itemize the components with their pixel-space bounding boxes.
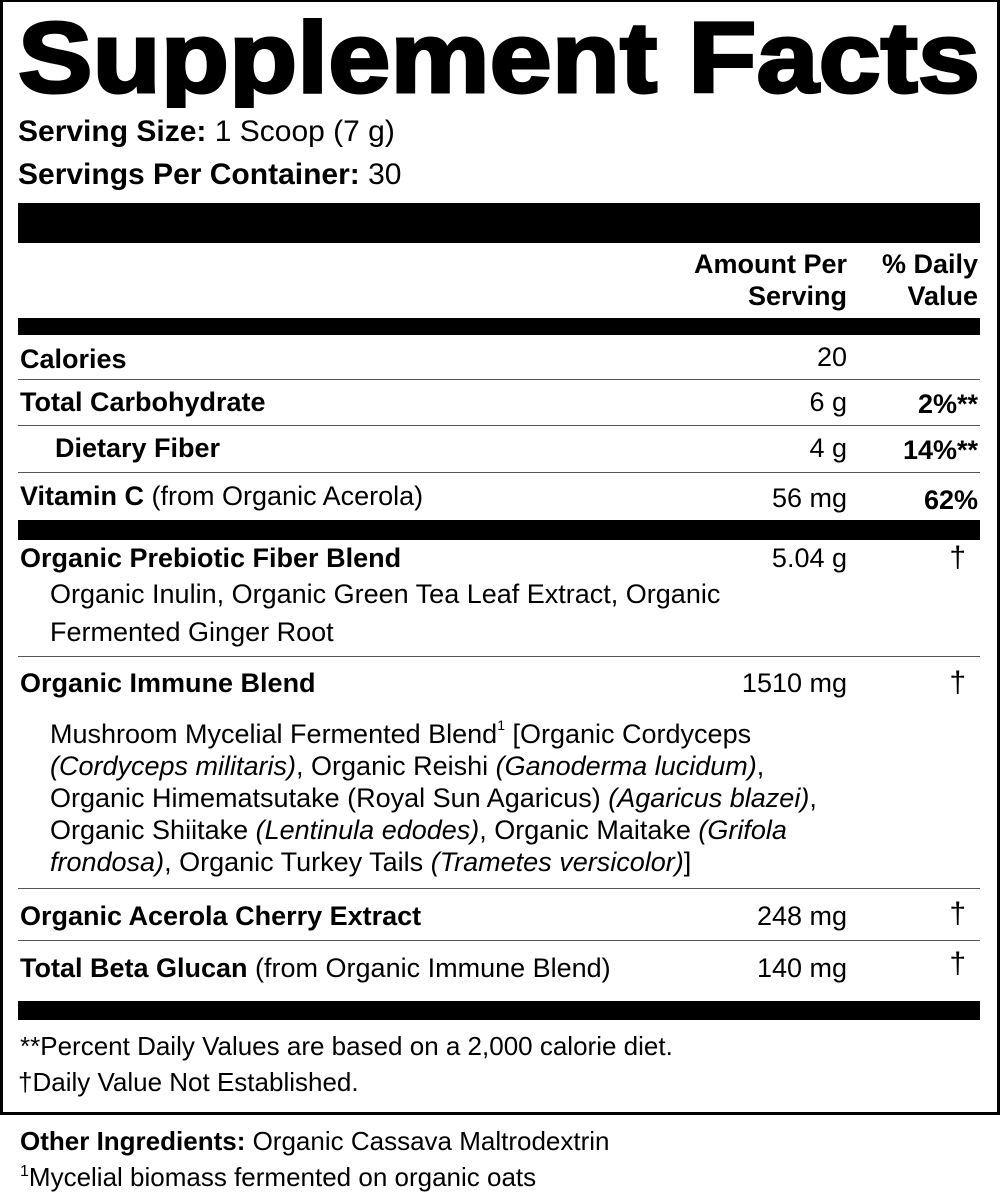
- row-amount: 20: [816, 342, 847, 372]
- dv-footnote: **Percent Daily Values are based on a 2,…: [20, 1031, 673, 1061]
- ingredient-text: , Organic Reishi: [296, 751, 496, 781]
- dv-header-line: Value: [907, 281, 978, 311]
- ingredient-text: ]: [683, 847, 692, 877]
- dagger-footnote: †Daily Value Not Established.: [18, 1066, 359, 1098]
- dagger-mark: †: [949, 541, 966, 574]
- dagger-mark: †: [18, 1067, 33, 1097]
- divider: [18, 425, 980, 426]
- dagger-note: Daily Value Not Established.: [32, 1067, 359, 1097]
- servings-value: 30: [359, 158, 402, 191]
- blend-ingredients-line: frondosa), Organic Turkey Tails (Tramete…: [50, 846, 691, 878]
- blend-amount: 248 mg: [756, 901, 847, 931]
- dagger-mark: †: [949, 666, 966, 699]
- latin-name: (Agaricus blazei): [608, 783, 810, 813]
- other-ingredients-value: Organic Cassava Maltrodextrin: [245, 1126, 610, 1156]
- divider: [18, 472, 980, 473]
- servings-label: Servings Per Container:: [18, 158, 360, 191]
- row-amount: 6 g: [809, 387, 847, 417]
- amount-header: Amount Per Serving: [694, 248, 847, 312]
- dv-header: % Daily Value: [882, 248, 978, 312]
- servings-per-container: Servings Per Container: 30: [18, 157, 401, 193]
- nutrient-note: (from Organic Immune Blend): [247, 953, 611, 983]
- dagger-mark: †: [949, 897, 966, 930]
- divider-thick: [18, 520, 980, 540]
- divider: [18, 379, 980, 380]
- row-name: Total Carbohydrate: [20, 387, 266, 417]
- amount-header-line: Serving: [747, 281, 847, 311]
- mycelial-footnote: 1Mycelial biomass fermented on organic o…: [20, 1161, 536, 1193]
- blend-ingredients-line: (Cordyceps militaris), Organic Reishi (G…: [50, 750, 764, 782]
- ingredient-text: ,: [809, 783, 817, 813]
- page-title: Supplement Facts: [18, 8, 980, 108]
- blend-name: Organic Prebiotic Fiber Blend: [20, 543, 402, 573]
- row-name: Vitamin C (from Organic Acerola): [20, 480, 423, 512]
- blend-ingredients: Fermented Ginger Root: [50, 617, 334, 647]
- row-dv: 2%**: [917, 389, 978, 419]
- ingredient-text: [Organic Cordyceps: [504, 719, 752, 749]
- row-name: Dietary Fiber: [55, 433, 221, 463]
- row-dv: 14%**: [902, 435, 978, 465]
- serving-size: Serving Size: 1 Scoop (7 g): [18, 114, 395, 150]
- dv-header-line: % Daily: [881, 249, 978, 279]
- ingredient-text: , Organic Turkey Tails: [164, 847, 431, 877]
- blend-ingredients-line: Mushroom Mycelial Fermented Blend1 [Orga…: [50, 718, 751, 750]
- ingredient-text: Organic Himematsutake (Royal Sun Agaricu…: [50, 783, 609, 813]
- amount-header-line: Amount Per: [693, 249, 847, 279]
- other-ingredients-label: Other Ingredients:: [20, 1126, 246, 1156]
- row-amount: 4 g: [809, 433, 847, 463]
- supplement-facts-panel: [0, 0, 1000, 1115]
- blend-name: Organic Acerola Cherry Extract: [20, 901, 422, 931]
- blend-amount: 1510 mg: [741, 668, 847, 698]
- row-name: Calories: [20, 344, 127, 374]
- serving-size-value: 1 Scoop (7 g): [206, 115, 395, 148]
- ingredient-text: ,: [756, 751, 765, 781]
- ingredient-text: , Organic Maitake: [479, 815, 699, 845]
- nutrient-name: Vitamin C: [20, 481, 145, 511]
- divider-thick: [18, 203, 980, 243]
- ingredient-text: Mushroom Mycelial Fermented Blend: [50, 719, 498, 749]
- latin-name: frondosa): [50, 847, 165, 877]
- blend-ingredients-line: Organic Shiitake (Lentinula edodes), Org…: [50, 814, 787, 846]
- latin-name: (Ganoderma lucidum): [495, 751, 757, 781]
- row-dv: 62%: [923, 485, 978, 515]
- serving-size-label: Serving Size:: [18, 115, 207, 148]
- latin-name: (Trametes versicolor): [430, 847, 684, 877]
- dagger-mark: †: [949, 947, 966, 980]
- latin-name: (Lentinula edodes): [255, 815, 480, 845]
- other-ingredients: Other Ingredients: Organic Cassava Maltr…: [20, 1125, 610, 1157]
- blend-amount: 5.04 g: [771, 543, 847, 573]
- divider-thick: [18, 318, 980, 335]
- divider: [18, 940, 980, 941]
- footnote-text: Mycelial biomass fermented on organic oa…: [28, 1162, 537, 1192]
- blend-ingredients: Organic Inulin, Organic Green Tea Leaf E…: [50, 579, 721, 609]
- divider: [18, 656, 980, 657]
- blend-ingredients-line: Organic Himematsutake (Royal Sun Agaricu…: [50, 782, 817, 814]
- latin-name: (Cordyceps militaris): [50, 751, 297, 781]
- divider-thick: [18, 1001, 980, 1020]
- blend-name: Total Beta Glucan (from Organic Immune B…: [20, 952, 611, 984]
- title-svg: Supplement Facts: [18, 8, 982, 108]
- latin-name: (Grifola: [698, 815, 787, 845]
- blend-name: Organic Immune Blend: [20, 668, 316, 698]
- nutrient-name: Total Beta Glucan: [20, 953, 248, 983]
- nutrient-note: (from Organic Acerola): [144, 481, 424, 511]
- divider: [18, 888, 980, 889]
- blend-amount: 140 mg: [756, 953, 847, 983]
- footnote-mark: 1: [497, 717, 505, 733]
- ingredient-text: Organic Shiitake: [50, 815, 256, 845]
- footnote-mark: 1: [20, 1163, 29, 1180]
- row-amount: 56 mg: [771, 483, 847, 513]
